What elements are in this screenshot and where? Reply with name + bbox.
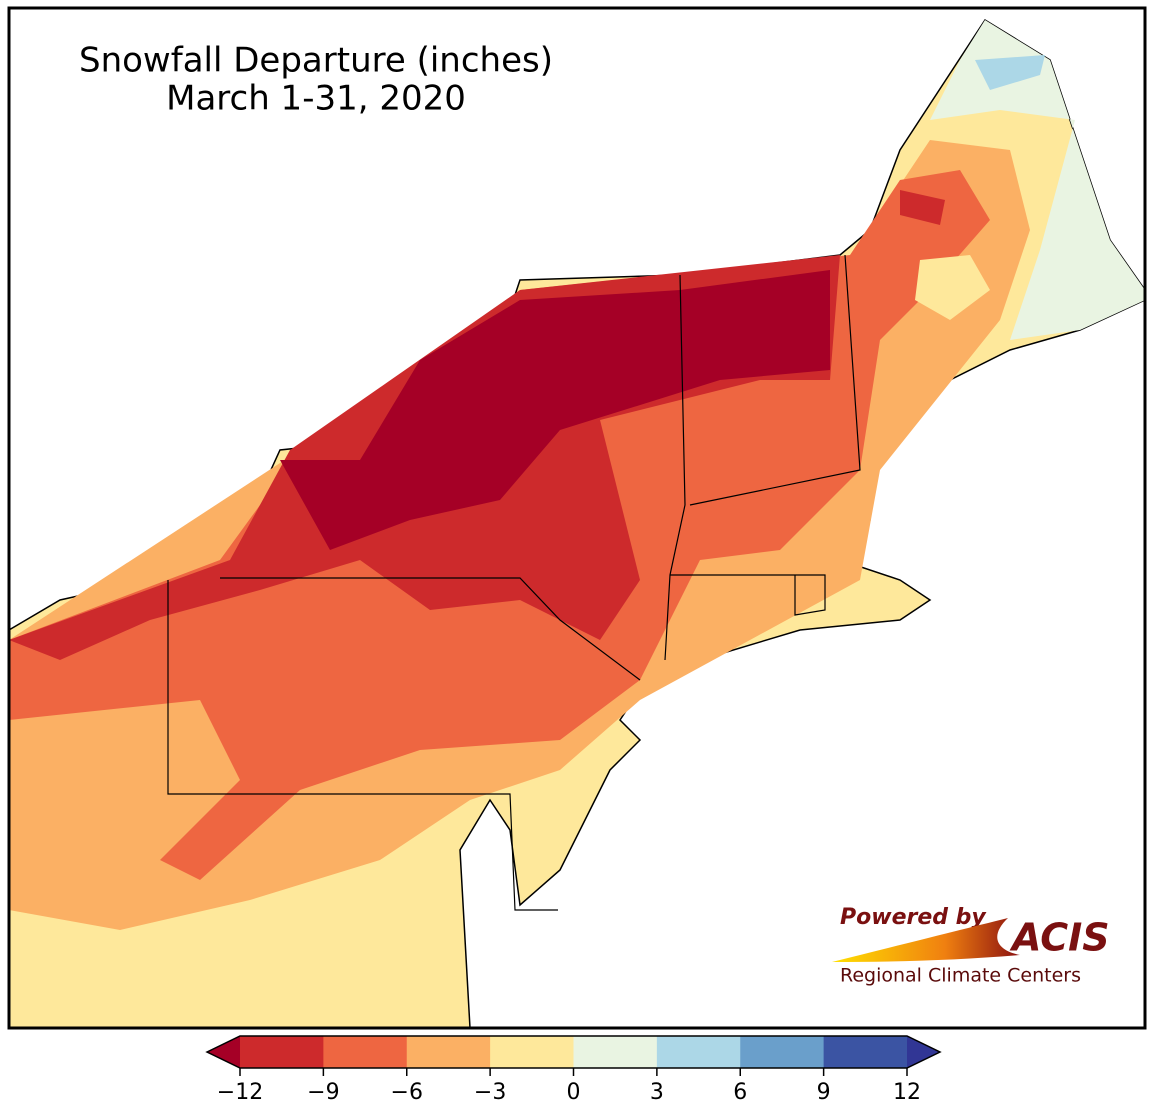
- colorbar-tick-label: 12: [893, 1080, 921, 1105]
- colorbar-tick-label: −9: [307, 1080, 339, 1105]
- colorbar-bin: [240, 1036, 324, 1068]
- colorbar-tick-label: 9: [817, 1080, 831, 1105]
- colorbar-bin: [323, 1036, 408, 1068]
- region-far-northeast: [930, 20, 1145, 340]
- state-border: [689, 254, 861, 506]
- colorbar-bin: [490, 1036, 574, 1068]
- logo-brand: ACIS: [1009, 916, 1110, 960]
- map-title: Snowfall Departure (inches): [79, 41, 553, 81]
- colorbar-bin: [656, 1036, 741, 1068]
- colorbar-tick-label: 3: [650, 1080, 664, 1105]
- region-dark-red: [280, 270, 830, 550]
- colorbar-extend-max: [907, 1036, 940, 1068]
- map-subtitle: March 1-31, 2020: [166, 79, 466, 119]
- colorbar-tick-label: 6: [733, 1080, 747, 1105]
- state-border: [664, 274, 686, 661]
- colorbar-tick-label: −6: [391, 1080, 423, 1105]
- colorbar-tick-label: −3: [474, 1080, 506, 1105]
- region-light-spot: [915, 255, 990, 320]
- logo-powered: Powered by: [840, 905, 987, 930]
- colorbar-tick-label: −12: [217, 1080, 263, 1105]
- state-border: [220, 577, 641, 681]
- state-border: [670, 574, 826, 616]
- logo-subtitle: Regional Climate Centers: [840, 965, 1081, 987]
- map: [9, 18, 1145, 1028]
- colorbar-bin: [740, 1036, 825, 1068]
- state-border: [167, 580, 558, 911]
- logo: Powered by ACIS Regional Climate Centers: [832, 905, 1110, 987]
- logo-swoosh: [832, 918, 1020, 962]
- colorbar-extend-min: [207, 1036, 240, 1068]
- region-dark-red-east: [900, 190, 945, 225]
- colorbar-bin: [823, 1036, 908, 1068]
- region-blue-spot: [975, 55, 1045, 90]
- map-frame: [7, 6, 1147, 1030]
- colorbar: −12 −9 −6 −3 0 3 6 9 12: [205, 1035, 942, 1105]
- colorbar-bin: [406, 1036, 491, 1068]
- colorbar-bin: [573, 1036, 658, 1068]
- colorbar-tick-label: 0: [567, 1080, 581, 1105]
